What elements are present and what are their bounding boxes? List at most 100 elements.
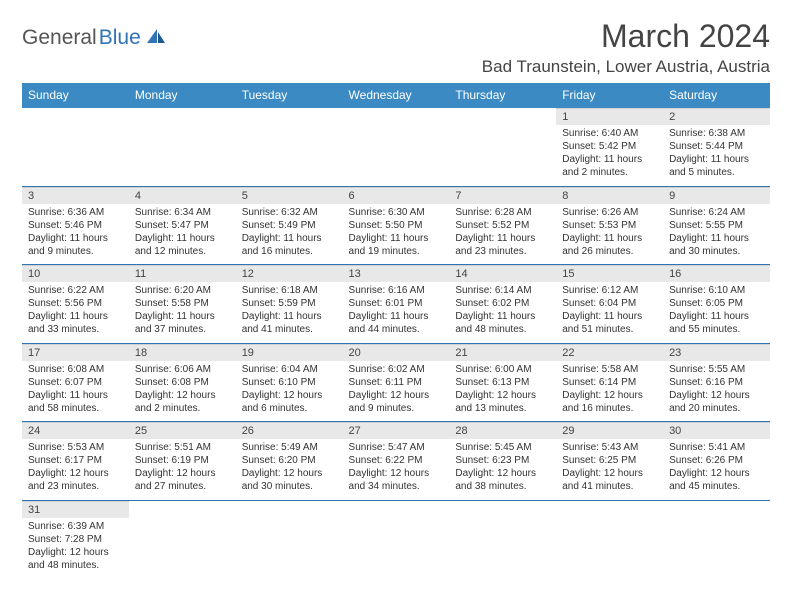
calendar-day-cell: 18Sunrise: 6:06 AMSunset: 6:08 PMDayligh… <box>129 343 236 421</box>
day-content: Sunrise: 5:53 AMSunset: 6:17 PMDaylight:… <box>22 439 129 497</box>
daylight-text: Daylight: 11 hours and 41 minutes. <box>242 310 337 336</box>
calendar-day-cell: 2Sunrise: 6:38 AMSunset: 5:44 PMDaylight… <box>663 108 770 186</box>
day-number: 11 <box>129 265 236 282</box>
sunrise-text: Sunrise: 6:39 AM <box>28 520 123 533</box>
calendar-day-cell: 24Sunrise: 5:53 AMSunset: 6:17 PMDayligh… <box>22 422 129 500</box>
day-content <box>449 505 556 511</box>
month-title: March 2024 <box>482 18 770 55</box>
day-content: Sunrise: 5:43 AMSunset: 6:25 PMDaylight:… <box>556 439 663 497</box>
logo-text-blue: Blue <box>99 26 141 50</box>
sunset-text: Sunset: 6:20 PM <box>242 454 337 467</box>
calendar-week-row: 31Sunrise: 6:39 AMSunset: 7:28 PMDayligh… <box>22 500 770 578</box>
calendar-day-cell: 25Sunrise: 5:51 AMSunset: 6:19 PMDayligh… <box>129 422 236 500</box>
calendar-day-cell: 28Sunrise: 5:45 AMSunset: 6:23 PMDayligh… <box>449 422 556 500</box>
day-content: Sunrise: 6:22 AMSunset: 5:56 PMDaylight:… <box>22 282 129 340</box>
calendar-day-cell <box>343 108 450 186</box>
calendar-week-row: 24Sunrise: 5:53 AMSunset: 6:17 PMDayligh… <box>22 422 770 500</box>
day-content: Sunrise: 6:08 AMSunset: 6:07 PMDaylight:… <box>22 361 129 419</box>
calendar-day-cell: 11Sunrise: 6:20 AMSunset: 5:58 PMDayligh… <box>129 265 236 343</box>
calendar-day-cell <box>343 500 450 578</box>
day-content: Sunrise: 5:45 AMSunset: 6:23 PMDaylight:… <box>449 439 556 497</box>
calendar-day-cell: 8Sunrise: 6:26 AMSunset: 5:53 PMDaylight… <box>556 186 663 264</box>
sunrise-text: Sunrise: 5:58 AM <box>562 363 657 376</box>
daylight-text: Daylight: 12 hours and 16 minutes. <box>562 389 657 415</box>
calendar-week-row: 10Sunrise: 6:22 AMSunset: 5:56 PMDayligh… <box>22 265 770 343</box>
sunrise-text: Sunrise: 6:36 AM <box>28 206 123 219</box>
sunset-text: Sunset: 5:44 PM <box>669 140 764 153</box>
day-content <box>236 112 343 118</box>
daylight-text: Daylight: 11 hours and 48 minutes. <box>455 310 550 336</box>
day-number: 25 <box>129 422 236 439</box>
calendar-day-cell: 12Sunrise: 6:18 AMSunset: 5:59 PMDayligh… <box>236 265 343 343</box>
sunrise-text: Sunrise: 6:08 AM <box>28 363 123 376</box>
day-content: Sunrise: 5:49 AMSunset: 6:20 PMDaylight:… <box>236 439 343 497</box>
sunset-text: Sunset: 6:17 PM <box>28 454 123 467</box>
day-number: 23 <box>663 344 770 361</box>
sunset-text: Sunset: 6:26 PM <box>669 454 764 467</box>
sunrise-text: Sunrise: 6:16 AM <box>349 284 444 297</box>
day-content: Sunrise: 6:40 AMSunset: 5:42 PMDaylight:… <box>556 125 663 183</box>
day-number: 9 <box>663 187 770 204</box>
weekday-header: Friday <box>556 83 663 108</box>
calendar-day-cell: 27Sunrise: 5:47 AMSunset: 6:22 PMDayligh… <box>343 422 450 500</box>
day-number: 5 <box>236 187 343 204</box>
day-number: 22 <box>556 344 663 361</box>
day-content <box>663 505 770 511</box>
calendar-day-cell: 4Sunrise: 6:34 AMSunset: 5:47 PMDaylight… <box>129 186 236 264</box>
daylight-text: Daylight: 11 hours and 55 minutes. <box>669 310 764 336</box>
day-content: Sunrise: 5:41 AMSunset: 6:26 PMDaylight:… <box>663 439 770 497</box>
day-number: 8 <box>556 187 663 204</box>
sunrise-text: Sunrise: 5:49 AM <box>242 441 337 454</box>
calendar-day-cell: 7Sunrise: 6:28 AMSunset: 5:52 PMDaylight… <box>449 186 556 264</box>
sunset-text: Sunset: 5:53 PM <box>562 219 657 232</box>
day-content: Sunrise: 6:12 AMSunset: 6:04 PMDaylight:… <box>556 282 663 340</box>
weekday-header-row: Sunday Monday Tuesday Wednesday Thursday… <box>22 83 770 108</box>
logo-text-general: General <box>22 26 97 50</box>
day-content: Sunrise: 6:30 AMSunset: 5:50 PMDaylight:… <box>343 204 450 262</box>
title-block: March 2024 Bad Traunstein, Lower Austria… <box>482 18 770 77</box>
sunrise-text: Sunrise: 5:55 AM <box>669 363 764 376</box>
daylight-text: Daylight: 12 hours and 45 minutes. <box>669 467 764 493</box>
sunset-text: Sunset: 5:52 PM <box>455 219 550 232</box>
sunrise-text: Sunrise: 6:04 AM <box>242 363 337 376</box>
sunset-text: Sunset: 6:14 PM <box>562 376 657 389</box>
sunrise-text: Sunrise: 5:51 AM <box>135 441 230 454</box>
day-content <box>343 112 450 118</box>
calendar-day-cell <box>129 108 236 186</box>
daylight-text: Daylight: 11 hours and 9 minutes. <box>28 232 123 258</box>
weekday-header: Thursday <box>449 83 556 108</box>
calendar-week-row: 17Sunrise: 6:08 AMSunset: 6:07 PMDayligh… <box>22 343 770 421</box>
calendar-day-cell <box>236 500 343 578</box>
day-content <box>22 112 129 118</box>
calendar-day-cell <box>129 500 236 578</box>
day-number: 28 <box>449 422 556 439</box>
calendar-week-row: 1Sunrise: 6:40 AMSunset: 5:42 PMDaylight… <box>22 108 770 186</box>
weekday-header: Sunday <box>22 83 129 108</box>
calendar-day-cell: 21Sunrise: 6:00 AMSunset: 6:13 PMDayligh… <box>449 343 556 421</box>
calendar-day-cell <box>22 108 129 186</box>
daylight-text: Daylight: 11 hours and 33 minutes. <box>28 310 123 336</box>
calendar-day-cell: 17Sunrise: 6:08 AMSunset: 6:07 PMDayligh… <box>22 343 129 421</box>
day-number: 30 <box>663 422 770 439</box>
sunrise-text: Sunrise: 6:34 AM <box>135 206 230 219</box>
day-content: Sunrise: 5:47 AMSunset: 6:22 PMDaylight:… <box>343 439 450 497</box>
sunrise-text: Sunrise: 6:26 AM <box>562 206 657 219</box>
calendar-page: GeneralBlue March 2024 Bad Traunstein, L… <box>0 0 792 596</box>
sunset-text: Sunset: 6:08 PM <box>135 376 230 389</box>
daylight-text: Daylight: 11 hours and 44 minutes. <box>349 310 444 336</box>
location-subtitle: Bad Traunstein, Lower Austria, Austria <box>482 57 770 77</box>
sunrise-text: Sunrise: 6:14 AM <box>455 284 550 297</box>
calendar-day-cell <box>663 500 770 578</box>
sunrise-text: Sunrise: 6:28 AM <box>455 206 550 219</box>
calendar-day-cell <box>449 500 556 578</box>
calendar-day-cell: 3Sunrise: 6:36 AMSunset: 5:46 PMDaylight… <box>22 186 129 264</box>
sail-icon <box>145 27 167 50</box>
day-content: Sunrise: 6:34 AMSunset: 5:47 PMDaylight:… <box>129 204 236 262</box>
day-number: 1 <box>556 108 663 125</box>
calendar-day-cell: 16Sunrise: 6:10 AMSunset: 6:05 PMDayligh… <box>663 265 770 343</box>
sunrise-text: Sunrise: 5:41 AM <box>669 441 764 454</box>
day-number: 16 <box>663 265 770 282</box>
day-content: Sunrise: 6:32 AMSunset: 5:49 PMDaylight:… <box>236 204 343 262</box>
sunrise-text: Sunrise: 6:38 AM <box>669 127 764 140</box>
daylight-text: Daylight: 11 hours and 30 minutes. <box>669 232 764 258</box>
